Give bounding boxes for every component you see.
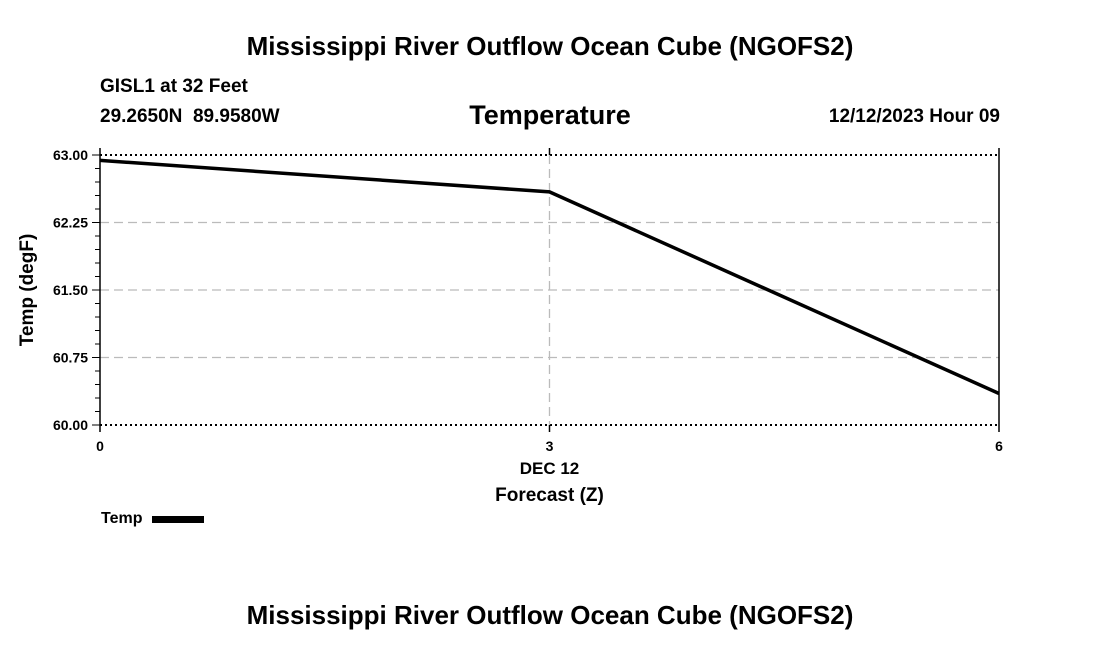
y-tick-label: 62.25 xyxy=(53,215,88,231)
station-coordinates: 29.2650N 89.9580W xyxy=(100,106,280,127)
y-tick-label: 61.50 xyxy=(53,282,88,298)
y-tick-label: 63.00 xyxy=(53,147,88,163)
y-tick-label: 60.75 xyxy=(53,350,88,366)
variable-title: Temperature xyxy=(469,100,631,130)
y-axis-label: Temp (degF) xyxy=(17,234,38,347)
legend-swatch xyxy=(152,515,205,523)
legend-label: Temp xyxy=(101,510,143,527)
x-date-label: DEC 12 xyxy=(520,459,580,478)
x-tick-label: 6 xyxy=(995,438,1003,454)
legend: Temp xyxy=(101,509,205,529)
y-tick-label: 60.00 xyxy=(53,417,88,433)
series-line-temp xyxy=(99,158,1000,396)
x-tick-label: 0 xyxy=(96,438,104,454)
x-axis-label: Forecast (Z) xyxy=(495,485,604,506)
chart-title: Mississippi River Outflow Ocean Cube (NG… xyxy=(246,31,854,61)
forecast-datetime: 12/12/2023 Hour 09 xyxy=(828,106,1000,127)
station-label: GISL1 at 32 Feet xyxy=(100,76,248,97)
footer-title: Mississippi River Outflow Ocean Cube (NG… xyxy=(246,600,854,630)
x-tick-label: 3 xyxy=(546,438,554,454)
